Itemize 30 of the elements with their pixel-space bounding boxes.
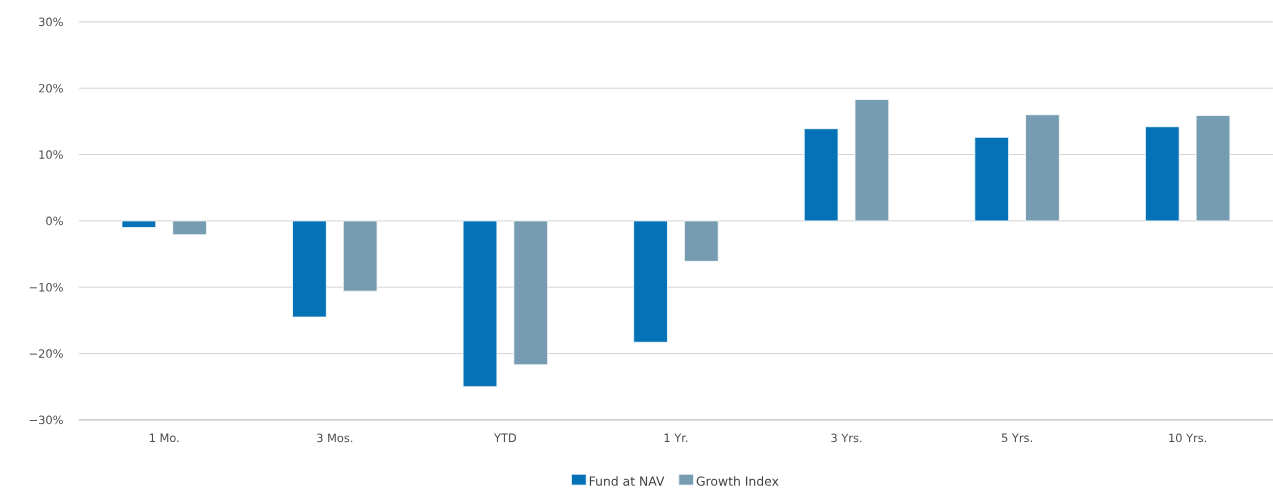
bar: [1025, 114, 1060, 222]
bar: [633, 220, 668, 343]
bar: [1195, 115, 1231, 222]
y-tick-label: 0%: [46, 216, 63, 226]
x-tick-label: 1 Mo.: [149, 433, 179, 443]
y-tick-label: −30%: [29, 415, 63, 425]
bar: [1144, 126, 1180, 222]
bar: [172, 220, 207, 236]
legend-label: Growth Index: [696, 476, 779, 487]
x-tick-label: 3 Yrs.: [831, 433, 862, 443]
x-tick-label: 1 Yr.: [664, 433, 688, 443]
bar: [974, 137, 1010, 222]
bar: [513, 220, 549, 366]
bar: [854, 99, 890, 222]
x-tick-label: YTD: [494, 433, 517, 443]
y-tick-label: −20%: [29, 349, 63, 359]
legend-label: Fund at NAV: [589, 476, 665, 487]
y-tick-label: 10%: [39, 150, 63, 160]
y-tick-label: −10%: [29, 283, 63, 292]
x-tick-label: 3 Mos.: [317, 433, 353, 443]
bar: [121, 220, 157, 229]
y-tick-label: 20%: [39, 84, 63, 93]
y-tick-label: 30%: [39, 17, 63, 27]
bar: [292, 220, 327, 318]
bar: [462, 220, 498, 388]
x-tick-label: 10 Yrs.: [1169, 433, 1207, 443]
bar: [342, 220, 378, 292]
x-tick-label: 5 Yrs.: [1001, 433, 1032, 443]
bar: [803, 128, 839, 222]
bar: [684, 220, 719, 263]
